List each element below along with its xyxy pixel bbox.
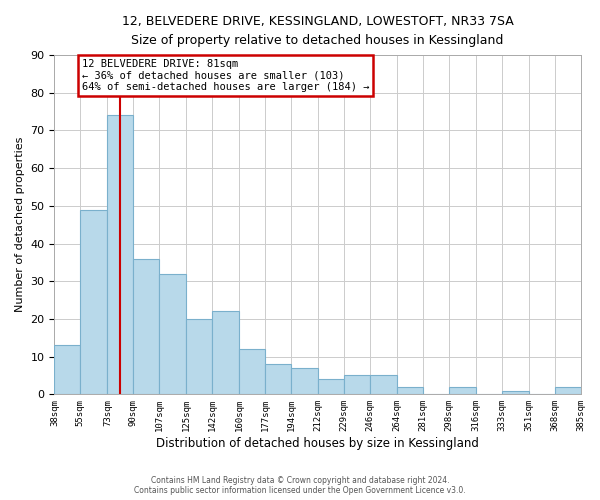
Bar	[502, 390, 529, 394]
Bar	[239, 349, 265, 395]
Bar	[107, 116, 133, 394]
Bar	[55, 346, 80, 395]
Text: 12 BELVEDERE DRIVE: 81sqm
← 36% of detached houses are smaller (103)
64% of semi: 12 BELVEDERE DRIVE: 81sqm ← 36% of detac…	[82, 59, 369, 92]
Bar	[187, 319, 212, 394]
Bar	[318, 380, 344, 394]
Bar	[212, 312, 239, 394]
Bar	[291, 368, 318, 394]
Bar	[370, 376, 397, 394]
Bar	[344, 376, 370, 394]
Bar	[265, 364, 291, 394]
Bar	[449, 387, 476, 394]
Bar	[80, 210, 107, 394]
Bar	[159, 274, 187, 394]
X-axis label: Distribution of detached houses by size in Kessingland: Distribution of detached houses by size …	[156, 437, 479, 450]
Bar	[133, 258, 159, 394]
Title: 12, BELVEDERE DRIVE, KESSINGLAND, LOWESTOFT, NR33 7SA
Size of property relative : 12, BELVEDERE DRIVE, KESSINGLAND, LOWEST…	[122, 15, 514, 47]
Bar	[555, 387, 581, 394]
Y-axis label: Number of detached properties: Number of detached properties	[15, 137, 25, 312]
Bar	[397, 387, 423, 394]
Text: Contains HM Land Registry data © Crown copyright and database right 2024.
Contai: Contains HM Land Registry data © Crown c…	[134, 476, 466, 495]
